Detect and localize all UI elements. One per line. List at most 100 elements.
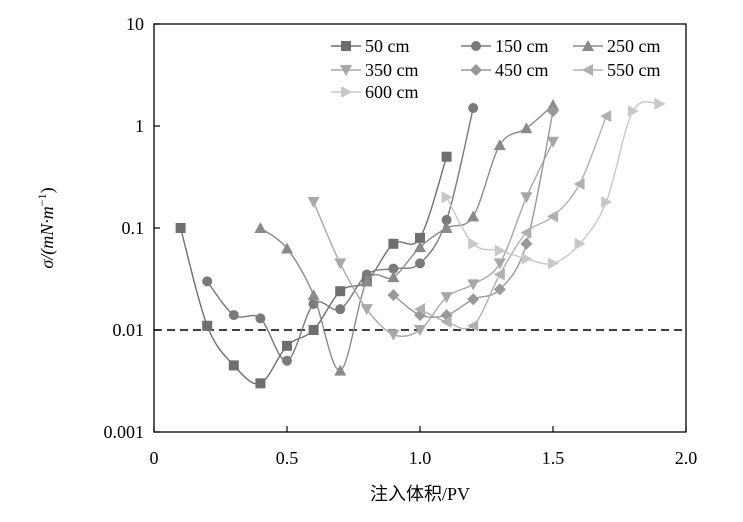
x-tick-label: 0.5 xyxy=(276,448,299,468)
y-axis-title-main: σ/(mN·m xyxy=(37,206,58,268)
legend-label: 600 cm xyxy=(365,82,419,102)
data-point-2-9 xyxy=(493,139,506,151)
data-point-1-8 xyxy=(415,258,425,269)
y-tick-label: 10 xyxy=(126,14,144,34)
data-point-6-6 xyxy=(601,195,613,208)
data-point-5-3 xyxy=(493,268,505,281)
x-axis-title: 注入体积/PV xyxy=(370,484,470,504)
data-point-0-4 xyxy=(282,340,292,351)
data-point-2-1 xyxy=(281,242,293,254)
x-tick-label: 0 xyxy=(150,448,159,468)
data-point-0-1 xyxy=(202,320,213,331)
y-axis-title: σ/(mN·m−1) xyxy=(35,187,58,268)
data-point-3-3 xyxy=(387,329,400,341)
data-point-5-7 xyxy=(600,110,612,123)
data-point-0-0 xyxy=(175,223,186,233)
series-0 xyxy=(175,151,452,389)
series-5 xyxy=(414,110,612,332)
data-point-4-3 xyxy=(467,293,480,306)
data-point-2-6 xyxy=(414,241,426,253)
y-tick-label: 0.01 xyxy=(113,320,145,340)
data-point-1-7 xyxy=(388,263,399,274)
y-axis-title-close: ) xyxy=(37,187,58,193)
data-point-5-2 xyxy=(467,319,479,332)
data-point-2-10 xyxy=(520,122,533,134)
data-point-1-10 xyxy=(468,103,479,114)
legend-item-2: 250 cm xyxy=(573,36,661,56)
data-point-5-1 xyxy=(440,315,452,328)
y-tick-label: 0.1 xyxy=(122,218,145,238)
y-axis-title-sup: −1 xyxy=(35,193,49,206)
axis-ticks: 0 0.5 1.0 1.5 2.0 0.001 0.01 0.1 1 10 xyxy=(104,14,698,468)
data-point-6-7 xyxy=(627,105,639,118)
data-point-2-8 xyxy=(467,210,480,222)
data-point-4-6 xyxy=(547,105,559,118)
legend-item-6: 600 cm xyxy=(331,82,419,102)
legend-marker xyxy=(582,64,593,76)
data-point-1-0 xyxy=(202,276,213,287)
legend-item-0: 50 cm xyxy=(331,36,410,56)
data-point-5-6 xyxy=(573,178,585,191)
data-point-2-0 xyxy=(254,222,267,233)
data-point-6-5 xyxy=(574,237,586,250)
series-2 xyxy=(254,99,559,376)
data-point-2-7 xyxy=(440,222,453,233)
legend-marker xyxy=(471,41,481,51)
data-point-1-9 xyxy=(441,214,452,225)
data-point-3-7 xyxy=(493,258,506,270)
legend-item-1: 150 cm xyxy=(461,36,549,56)
legend-item-5: 550 cm xyxy=(573,60,661,80)
data-point-1-2 xyxy=(255,313,266,324)
data-point-1-5 xyxy=(335,304,346,315)
data-point-0-2 xyxy=(228,360,239,371)
series-line-6 xyxy=(445,101,660,265)
legend-item-4: 450 cm xyxy=(461,60,549,80)
legend-item-3: 350 cm xyxy=(331,60,419,80)
data-point-2-5 xyxy=(387,271,400,283)
legend-label: 550 cm xyxy=(607,60,661,80)
data-point-0-6 xyxy=(335,286,346,297)
x-tick-label: 1.0 xyxy=(409,448,432,468)
legend-marker xyxy=(340,65,352,76)
data-point-3-8 xyxy=(520,192,533,204)
data-point-0-8 xyxy=(388,238,399,249)
legend-marker xyxy=(470,64,482,76)
data-point-3-5 xyxy=(440,292,453,304)
data-point-5-4 xyxy=(520,226,532,239)
data-point-3-2 xyxy=(360,304,373,316)
data-point-6-1 xyxy=(468,237,480,250)
series-3 xyxy=(307,136,559,341)
data-point-4-4 xyxy=(493,283,506,296)
legend-marker xyxy=(582,40,594,51)
data-point-0-3 xyxy=(255,378,266,389)
data-point-0-5 xyxy=(308,325,319,335)
legend: 50 cm 150 cm 250 cm 350 cm 450 cm 550 cm 600 c… xyxy=(331,36,661,102)
data-point-5-5 xyxy=(547,210,558,223)
series-line-2 xyxy=(259,104,554,372)
legend-label: 350 cm xyxy=(365,60,419,80)
legend-label: 50 cm xyxy=(365,36,410,56)
x-tick-label: 1.5 xyxy=(542,448,565,468)
series-line-0 xyxy=(179,156,448,385)
data-point-3-6 xyxy=(467,279,480,291)
data-point-6-3 xyxy=(521,252,533,265)
series-line-3 xyxy=(312,141,554,338)
data-point-4-0 xyxy=(387,289,400,302)
data-point-6-0 xyxy=(441,191,453,204)
y-tick-label: 0.001 xyxy=(104,422,145,442)
data-point-0-10 xyxy=(441,151,452,162)
data-point-6-2 xyxy=(494,244,506,257)
data-point-1-1 xyxy=(228,310,239,321)
plot-frame xyxy=(153,23,687,433)
data-point-3-4 xyxy=(414,325,426,336)
data-point-2-3 xyxy=(334,364,347,376)
y-tick-label: 1 xyxy=(135,116,144,136)
data-point-3-0 xyxy=(307,196,320,208)
data-point-2-11 xyxy=(547,99,559,111)
x-tick-label: 2.0 xyxy=(675,448,698,468)
data-point-6-8 xyxy=(654,97,666,110)
data-point-2-2 xyxy=(307,289,320,301)
data-point-0-9 xyxy=(415,232,425,243)
data-point-1-3 xyxy=(282,355,292,366)
